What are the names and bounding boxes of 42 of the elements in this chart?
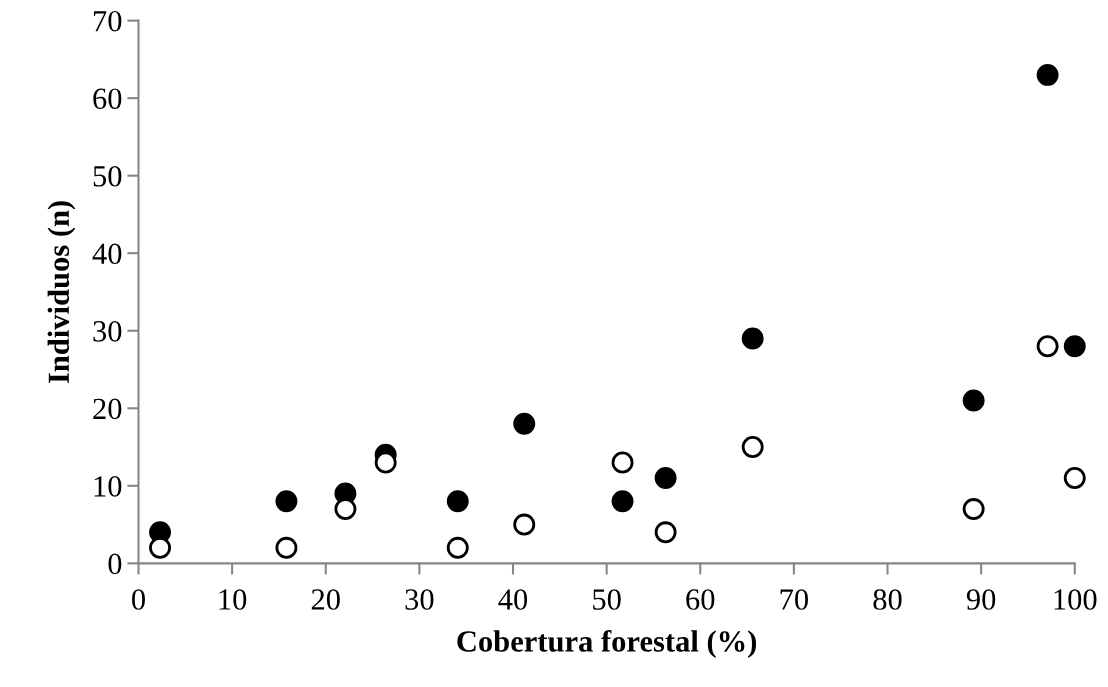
x-tick-label: 80 bbox=[873, 589, 902, 610]
y-tick-label: 40 bbox=[92, 243, 122, 265]
y-tick-label: 10 bbox=[94, 476, 122, 497]
x-axis-title: Cobertura forestal (%) bbox=[457, 629, 757, 658]
x-tick-label: 70 bbox=[780, 589, 808, 610]
point bbox=[149, 536, 171, 559]
point bbox=[654, 467, 677, 490]
point bbox=[446, 490, 469, 513]
x-tick-label: 60 bbox=[686, 589, 715, 610]
y-tick-label: 50 bbox=[93, 165, 122, 187]
x-tick-label: 30 bbox=[405, 589, 434, 610]
x-tick-label: 40 bbox=[498, 589, 528, 610]
point bbox=[654, 521, 677, 544]
x-tick-label: 0 bbox=[132, 589, 145, 610]
point bbox=[741, 327, 764, 350]
point bbox=[446, 536, 469, 559]
point bbox=[611, 490, 634, 513]
point bbox=[962, 498, 985, 521]
point bbox=[275, 490, 298, 513]
point bbox=[1063, 467, 1086, 490]
point bbox=[334, 498, 357, 521]
y-axis-title: Individuos (n) bbox=[47, 201, 76, 384]
point bbox=[513, 412, 536, 435]
point bbox=[513, 513, 536, 536]
y-tick-label: 30 bbox=[93, 321, 122, 342]
point bbox=[374, 451, 397, 474]
y-tick-label: 20 bbox=[93, 398, 122, 420]
x-tick-label: 90 bbox=[966, 589, 996, 610]
y-tick-label: 0 bbox=[108, 553, 122, 575]
point bbox=[1036, 335, 1059, 358]
point bbox=[962, 389, 985, 412]
point bbox=[275, 536, 298, 559]
x-tick-label: 10 bbox=[219, 589, 247, 610]
point bbox=[741, 436, 764, 458]
point bbox=[1036, 63, 1059, 86]
x-tick-label: 100 bbox=[1054, 589, 1097, 610]
x-tick-label: 50 bbox=[593, 589, 621, 610]
y-tick-label: 60 bbox=[93, 88, 122, 110]
y-tick-label: 70 bbox=[93, 10, 122, 32]
x-tick-label: 20 bbox=[311, 589, 340, 610]
point bbox=[1063, 335, 1086, 358]
point bbox=[611, 451, 634, 474]
